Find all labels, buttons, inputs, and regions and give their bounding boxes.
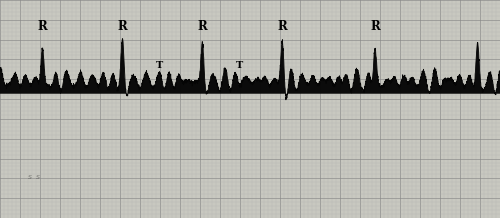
Text: S  S: S S <box>28 175 40 180</box>
Text: R: R <box>278 20 287 33</box>
Text: T: T <box>236 61 244 70</box>
Text: T: T <box>156 61 164 70</box>
Text: R: R <box>198 20 207 33</box>
Text: R: R <box>370 20 380 33</box>
Text: R: R <box>38 20 48 33</box>
Text: R: R <box>118 20 128 33</box>
